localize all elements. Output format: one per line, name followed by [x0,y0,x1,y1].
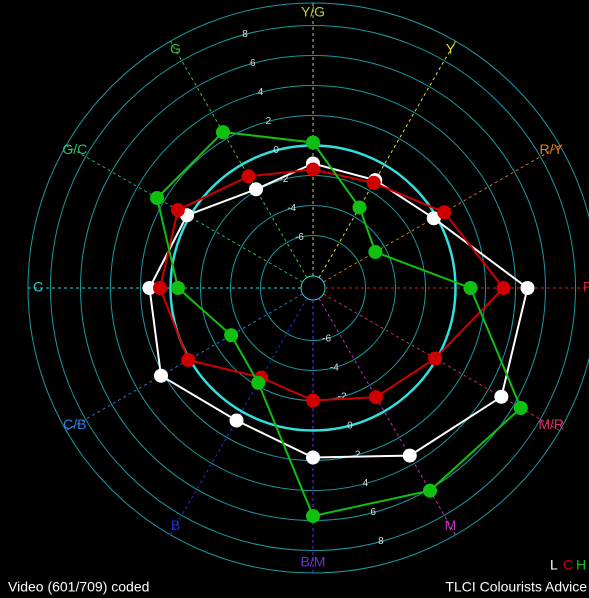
series-point [150,191,165,205]
series-point [463,281,478,295]
grid-ring [230,205,396,371]
series-point [241,169,256,184]
series-point [520,281,535,295]
r-tick-label: -4 [330,362,339,373]
category-label: G/C [62,141,87,157]
series-point [368,245,383,259]
series-point [426,211,441,226]
series-point [369,390,383,405]
series-point [496,281,511,295]
r-tick-label: 8 [378,536,384,547]
r-tick-label: -2 [279,174,288,185]
legend-label: H [576,557,586,573]
series-point [224,328,239,343]
series-point [366,175,381,190]
footer-right: TLCI Colourists Advice [445,579,587,595]
r-tick-label: -4 [287,203,296,214]
r-tick-label: 0 [347,420,353,431]
category-label: Y [446,41,456,57]
series-point [251,375,266,390]
r-tick-label: 6 [370,507,376,518]
series-point [181,353,196,367]
category-label: M/R [538,416,564,432]
r-tick-label: 2 [355,449,361,460]
series-point [229,413,244,428]
r-tick-label: 6 [250,58,256,69]
r-tick-label: -6 [295,232,304,243]
footer-left: Video (601/709) coded [8,579,149,595]
r-tick-label: 4 [258,87,264,98]
series-point [306,162,320,177]
category-label: M [445,517,457,533]
category-label: R/Y [539,141,563,157]
series-point [352,200,367,215]
r-tick-label: 0 [273,145,279,156]
series-point [423,483,437,498]
category-label: Y/G [301,4,325,20]
r-tick-label: 2 [266,116,272,127]
series-point [154,368,169,383]
category-label: B/M [301,554,326,570]
series-point [153,281,167,295]
series-point [142,281,157,295]
series-point [170,203,185,217]
series-point [171,281,185,295]
category-label: G [170,41,181,57]
series-point [494,389,509,404]
r-tick-label: 4 [363,478,369,489]
series-point [306,393,320,408]
category-label: R [583,279,589,295]
series-point [216,125,230,140]
series-point [306,450,320,465]
category-label: B [171,517,180,533]
r-tick-label: 8 [242,29,248,40]
series-point [306,509,320,523]
series-point [249,182,263,197]
series-point [306,135,320,150]
category-label: C/B [63,416,86,432]
series-point [437,205,452,220]
grid-ring [50,25,576,551]
series-point [402,448,417,463]
legend-label: L [550,557,558,573]
grid-ring [260,235,366,341]
series-point [428,351,443,366]
category-label: C [33,279,43,295]
grid-ring [110,85,516,491]
legend-label: C [563,557,573,573]
r-tick-label: -6 [322,333,331,344]
r-tick-label: -2 [338,391,347,402]
series-point [513,401,528,415]
